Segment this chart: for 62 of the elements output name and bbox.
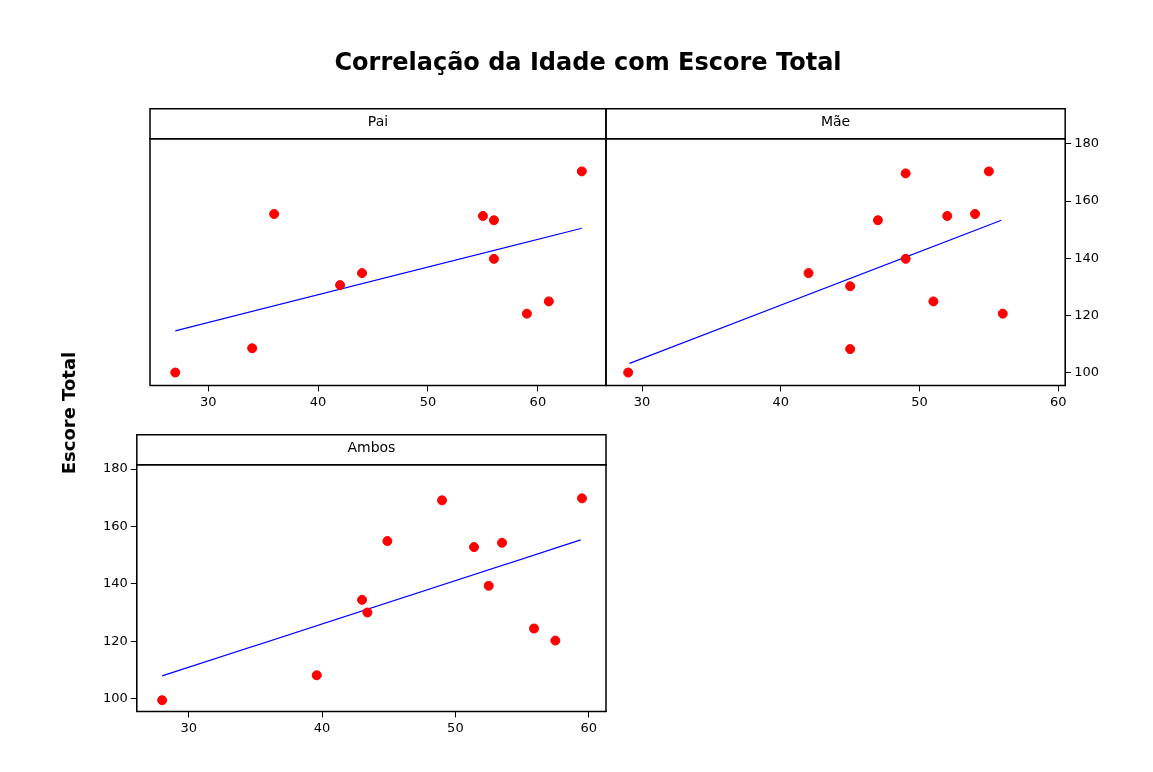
y2-tick-label: 160: [1074, 192, 1100, 208]
point: [983, 166, 994, 177]
point: [942, 210, 953, 221]
point: [269, 208, 280, 219]
point: [157, 695, 168, 706]
chart-title: Correlação da Idade com Escore Total: [333, 48, 843, 76]
point: [382, 536, 393, 547]
point: [488, 253, 499, 264]
point: [543, 296, 554, 307]
y-tick-label: 180: [102, 460, 128, 476]
x-tick-label: 30: [199, 393, 217, 409]
x-tick-label: 40: [313, 719, 331, 735]
x-tick-label: 50: [419, 393, 437, 409]
point: [845, 281, 856, 292]
x-tick-label: 40: [772, 393, 790, 409]
point: [437, 495, 448, 506]
point: [335, 280, 346, 291]
point: [497, 537, 508, 548]
y-tick-label: 140: [102, 575, 128, 591]
point: [483, 580, 494, 591]
y2-tick-label: 100: [1074, 363, 1100, 379]
point: [997, 308, 1008, 319]
y2-tick-label: 140: [1074, 249, 1100, 265]
y2-tick-label: 180: [1074, 135, 1100, 151]
x-tick-label: 50: [911, 393, 928, 409]
point: [577, 493, 588, 504]
y-tick-label: 160: [102, 517, 128, 533]
point: [550, 635, 561, 646]
chart-subtitle: Pai: [367, 113, 389, 130]
point: [469, 542, 480, 553]
x-tick-label: 60: [1049, 393, 1067, 409]
chart-subtitle: Mãe: [820, 113, 851, 130]
y-tick-label: 100: [102, 689, 128, 705]
point: [357, 594, 368, 605]
point: [970, 208, 981, 219]
point: [900, 253, 911, 264]
x-tick-label: 40: [309, 393, 327, 409]
point: [488, 215, 499, 226]
point: [900, 168, 911, 179]
point: [357, 268, 368, 279]
y2-tick-label: 120: [1074, 306, 1100, 322]
x-tick-label: 60: [580, 719, 597, 735]
x-tick-label: 50: [447, 719, 464, 735]
chart-subtitle: Ambos: [347, 439, 396, 456]
point: [311, 670, 322, 681]
point: [623, 367, 634, 378]
x-tick-label: 60: [529, 393, 547, 409]
point: [170, 367, 181, 378]
point: [872, 215, 883, 226]
point: [803, 268, 814, 279]
point: [845, 344, 856, 355]
point: [576, 166, 587, 177]
x-tick-label: 30: [180, 719, 198, 735]
point: [928, 296, 939, 307]
point: [362, 607, 373, 618]
y-tick-label: 120: [102, 632, 128, 648]
x-tick-label: 30: [633, 393, 651, 409]
point: [529, 623, 540, 634]
point: [247, 343, 258, 354]
y-axis-title: Escore Total: [57, 351, 79, 475]
point: [477, 210, 488, 221]
point: [521, 308, 532, 319]
